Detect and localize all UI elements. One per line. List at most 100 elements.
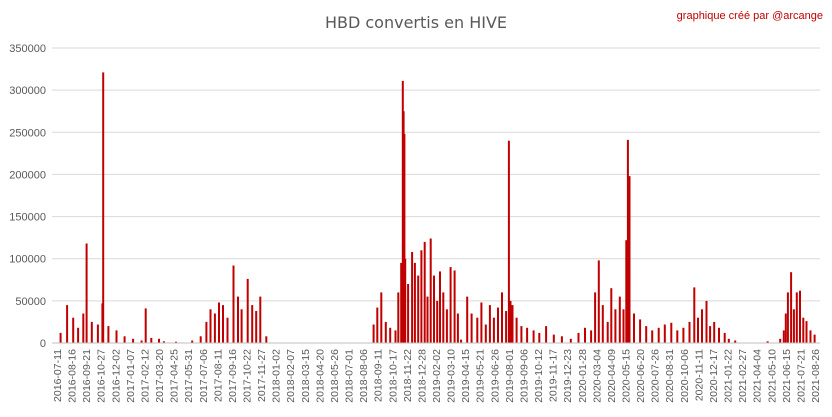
x-tick-label: 2019-09-06 [519,349,531,403]
bar [723,332,726,343]
bar [713,321,716,343]
bar [240,309,243,343]
x-tick-label: 2017-03-20 [154,349,166,403]
bar [497,307,499,343]
bar [802,317,805,343]
bar [77,327,80,343]
bar [813,334,816,343]
bar [232,265,235,343]
x-tick-label: 2019-05-21 [475,349,487,403]
bar [175,341,177,343]
x-tick-label: 2017-10-22 [242,349,254,403]
bar [622,309,625,343]
bar [403,134,406,343]
bar [584,327,586,343]
bar [633,313,635,343]
bar [552,334,555,343]
bar [205,321,208,343]
x-tick-label: 2020-03-04 [591,349,603,403]
bar [237,296,239,343]
bar [453,270,456,343]
bar [492,317,495,343]
y-tick-label: 100000 [9,254,46,266]
bar [782,330,785,343]
x-tick-label: 2018-03-15 [300,349,312,403]
bar [460,339,463,343]
bar [688,321,691,343]
bar [199,336,202,343]
x-tick-label: 2020-10-06 [679,349,691,403]
x-tick-label: 2018-12-28 [416,349,428,403]
bar [790,272,793,343]
x-tick-label: 2018-08-06 [358,349,370,403]
x-tick-label: 2020-12-17 [708,349,720,403]
bar [488,305,491,343]
bar [85,243,88,343]
x-tick-label: 2016-10-27 [96,349,108,403]
bar [265,336,268,343]
x-tick-label: 2021-08-26 [810,349,822,403]
x-tick-label: 2020-01-28 [577,349,589,403]
bar [705,300,708,343]
x-axis-ticks: 2016-07-11 2016-08-16 2016-09-21 2016-10-27… [52,349,822,403]
bar [96,324,99,343]
bar [456,313,459,343]
bar [501,292,503,343]
bars [59,72,816,344]
bar [618,296,621,343]
bar [784,313,787,343]
x-tick-label: 2016-07-11 [52,349,64,402]
bar [601,305,604,343]
chart-credit: graphique créé par @arcange [677,10,823,22]
x-tick-label: 2017-11-27 [256,349,268,402]
bar [590,330,593,343]
bar [799,290,801,343]
x-tick-label: 2020-06-20 [635,349,647,403]
bar [102,72,105,344]
bar [697,317,699,343]
x-tick-label: 2018-01-02 [271,349,283,403]
bar [614,309,617,343]
bar [718,327,720,343]
bar [423,241,426,343]
bar [384,321,387,343]
x-tick-label: 2019-03-10 [446,349,458,403]
bar [577,332,580,343]
bar [115,330,118,343]
x-tick-label: 2019-02-02 [431,349,443,403]
y-axis-ticks: 0 50000 100000 150000 200000 250000 300000 3500… [9,43,46,350]
x-tick-label: 2018-07-01 [344,349,356,403]
bar [515,317,518,343]
bar [222,305,224,343]
x-tick-label: 2020-05-15 [621,349,633,403]
bar [766,341,769,343]
bar [709,326,712,343]
x-tick-label: 2018-11-22 [402,349,414,402]
bar [66,305,69,343]
bar [144,308,147,343]
x-tick-label: 2021-06-15 [781,349,793,403]
bar [389,327,392,343]
bar [420,250,423,343]
bar [480,302,483,343]
chart-title: HBD convertis en HIVE [325,13,507,32]
bar [372,324,375,343]
bar [786,292,789,343]
bar [526,327,529,343]
x-tick-label: 2017-05-31 [183,349,195,403]
bar [538,332,541,343]
y-tick-label: 200000 [9,169,46,181]
y-tick-label: 250000 [9,127,46,139]
x-tick-label: 2017-07-06 [198,349,210,403]
x-tick-label: 2018-10-17 [387,349,399,403]
bar [610,288,613,343]
bar [394,330,397,343]
bar [505,311,508,343]
bar [466,296,469,343]
x-tick-label: 2018-05-26 [329,349,341,403]
bar [107,326,110,343]
bar [651,330,654,343]
bar [82,313,85,343]
bar [628,176,631,343]
